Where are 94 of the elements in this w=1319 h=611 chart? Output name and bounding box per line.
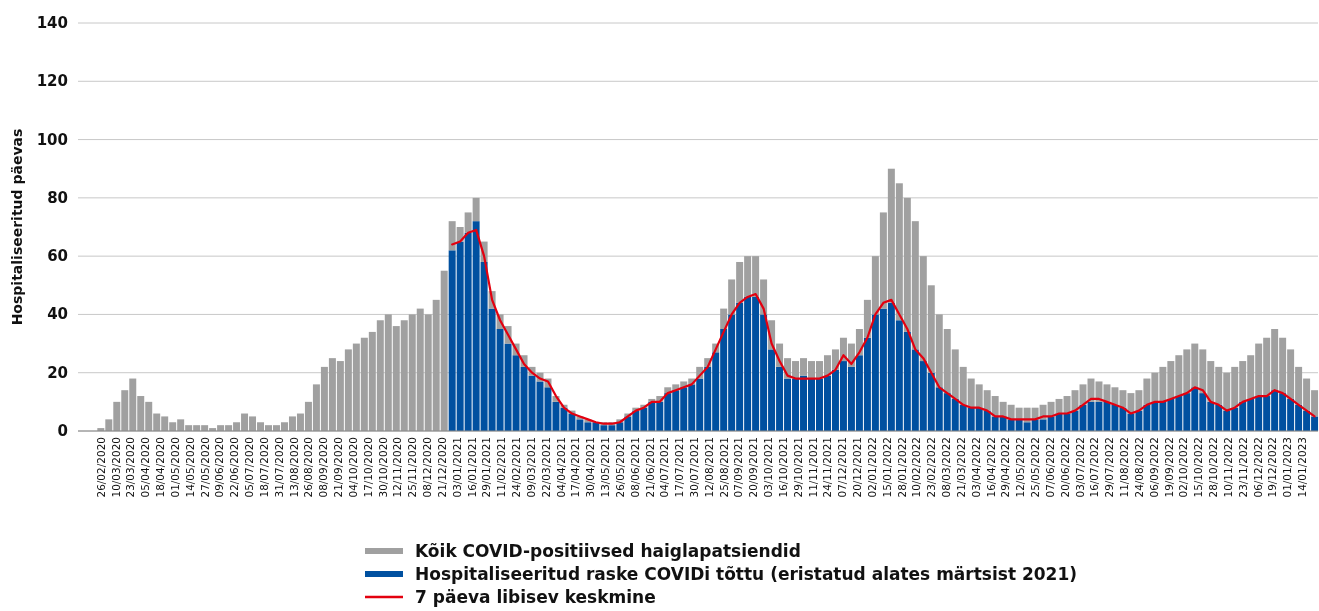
y-tick-label: 40: [47, 305, 68, 324]
x-tick-label: 12/11/2020: [391, 437, 404, 498]
x-tick-label: 06/09/2022: [1147, 437, 1160, 498]
legend-label: Kõik COVID-positiivsed haiglapatsiendid: [415, 541, 801, 561]
x-tick-label: 30/10/2020: [376, 437, 389, 498]
x-tick-label: 04/10/2020: [346, 437, 359, 498]
x-tick-label: 16/07/2022: [1088, 437, 1101, 498]
y-axis-title: Hospitaliseeritud päevas: [9, 128, 25, 326]
x-tick-label: 10/11/2022: [1221, 437, 1234, 498]
x-tick-label: 30/07/2021: [688, 437, 701, 498]
y-tick-label: 20: [47, 363, 68, 382]
x-tick-label: 21/06/2021: [643, 437, 656, 498]
x-tick-label: 20/06/2022: [1058, 437, 1071, 498]
x-tick-label: 03/04/2022: [969, 437, 982, 498]
x-tick-label: 01/05/2020: [168, 437, 181, 498]
x-tick-label: 02/10/2022: [1177, 437, 1190, 498]
x-tick-label: 19/09/2022: [1162, 437, 1175, 498]
y-tick-label: 60: [47, 247, 68, 266]
x-tick-label: 12/08/2021: [702, 437, 715, 498]
x-tick-label: 15/10/2022: [1192, 437, 1205, 498]
x-tick-label: 24/08/2022: [1132, 437, 1145, 498]
x-tick-label: 05/04/2020: [139, 437, 152, 498]
x-tick-label: 17/10/2020: [361, 437, 374, 498]
x-tick-label: 18/04/2020: [154, 437, 167, 498]
x-tick-label: 25/08/2021: [717, 437, 730, 498]
x-tick-label: 05/07/2020: [243, 437, 256, 498]
x-tick-label: 25/11/2020: [406, 437, 419, 498]
x-tick-label: 08/06/2021: [628, 437, 641, 498]
x-tick-label: 08/09/2020: [317, 437, 330, 498]
x-tick-label: 10/03/2020: [109, 437, 122, 498]
x-tick-label: 12/05/2022: [1014, 437, 1027, 498]
x-tick-label: 29/10/2021: [791, 437, 804, 498]
x-tick-label: 21/03/2022: [954, 437, 967, 498]
x-tick-label: 23/03/2020: [124, 437, 137, 498]
y-tick-label: 80: [47, 188, 68, 207]
x-tick-label: 17/07/2021: [673, 437, 686, 498]
x-tick-label: 04/04/2021: [554, 437, 567, 498]
x-tick-label: 25/05/2022: [1029, 437, 1042, 498]
x-tick-label: 27/05/2020: [198, 437, 211, 498]
x-tick-label: 23/02/2022: [925, 437, 938, 498]
x-tick-label: 16/01/2021: [465, 437, 478, 498]
x-tick-label: 29/01/2021: [480, 437, 493, 498]
y-tick-label: 100: [36, 130, 68, 149]
x-tick-label: 17/04/2021: [569, 437, 582, 498]
x-tick-label: 01/01/2023: [1281, 437, 1294, 498]
x-tick-label: 13/08/2020: [287, 437, 300, 498]
x-tick-label: 24/11/2021: [821, 437, 834, 498]
x-tick-label: 31/07/2020: [272, 437, 285, 498]
x-tick-label: 26/05/2021: [613, 437, 626, 498]
x-tick-label: 04/07/2021: [658, 437, 671, 498]
legend-label: 7 päeva libisev keskmine: [415, 587, 656, 607]
x-tick-label: 23/11/2022: [1236, 437, 1249, 498]
x-tick-label: 06/12/2022: [1251, 437, 1264, 498]
x-tick-label: 22/03/2021: [539, 437, 552, 498]
x-tick-label: 07/06/2022: [1043, 437, 1056, 498]
x-tick-label: 07/09/2021: [732, 437, 745, 498]
x-tick-label: 21/12/2020: [435, 437, 448, 498]
x-tick-label: 09/03/2021: [524, 437, 537, 498]
x-tick-label: 14/05/2020: [183, 437, 196, 498]
x-tick-label: 11/02/2021: [495, 437, 508, 498]
x-tick-label: 16/10/2021: [776, 437, 789, 498]
x-tick-label: 15/01/2022: [880, 437, 893, 498]
x-tick-label: 11/11/2021: [806, 437, 819, 498]
x-tick-label: 11/08/2022: [1118, 437, 1131, 498]
x-tick-label: 03/07/2022: [1073, 437, 1086, 498]
x-tick-label: 21/09/2020: [332, 437, 345, 498]
x-tick-label: 30/04/2021: [584, 437, 597, 498]
x-tick-label: 20/12/2021: [851, 437, 864, 498]
x-tick-label: 16/04/2022: [984, 437, 997, 498]
legend-label: Hospitaliseeritud raske COVIDi tõttu (eristatud alates märtsist 2021): [415, 564, 1078, 584]
y-tick-label: 120: [36, 72, 68, 91]
x-tick-label: 03/10/2021: [762, 437, 775, 498]
y-tick-label: 140: [36, 14, 68, 32]
x-tick-label: 19/12/2022: [1266, 437, 1279, 498]
x-tick-label: 26/02/2020: [94, 437, 107, 498]
x-tick-label: 10/02/2022: [910, 437, 923, 498]
x-tick-label: 13/05/2021: [599, 437, 612, 498]
y-tick-label: 0: [57, 422, 68, 440]
x-tick-label: 26/08/2020: [302, 437, 315, 498]
x-tick-label: 22/06/2020: [228, 437, 241, 498]
x-tick-label: 24/02/2021: [510, 437, 523, 498]
x-tick-label: 20/09/2021: [747, 437, 760, 498]
x-tick-label: 02/01/2022: [865, 437, 878, 498]
x-tick-label: 28/01/2022: [895, 437, 908, 498]
x-tick-label: 03/01/2021: [450, 437, 463, 498]
x-tick-label: 29/04/2022: [999, 437, 1012, 498]
x-tick-label: 29/07/2022: [1103, 437, 1116, 498]
x-tick-label: 14/01/2023: [1296, 437, 1309, 498]
x-tick-label: 07/12/2021: [836, 437, 849, 498]
x-tick-label: 08/03/2022: [940, 437, 953, 498]
x-tick-label: 09/06/2020: [213, 437, 226, 498]
x-tick-label: 18/07/2020: [257, 437, 270, 498]
x-tick-label: 28/10/2022: [1207, 437, 1220, 498]
x-tick-label: 08/12/2020: [421, 437, 434, 498]
